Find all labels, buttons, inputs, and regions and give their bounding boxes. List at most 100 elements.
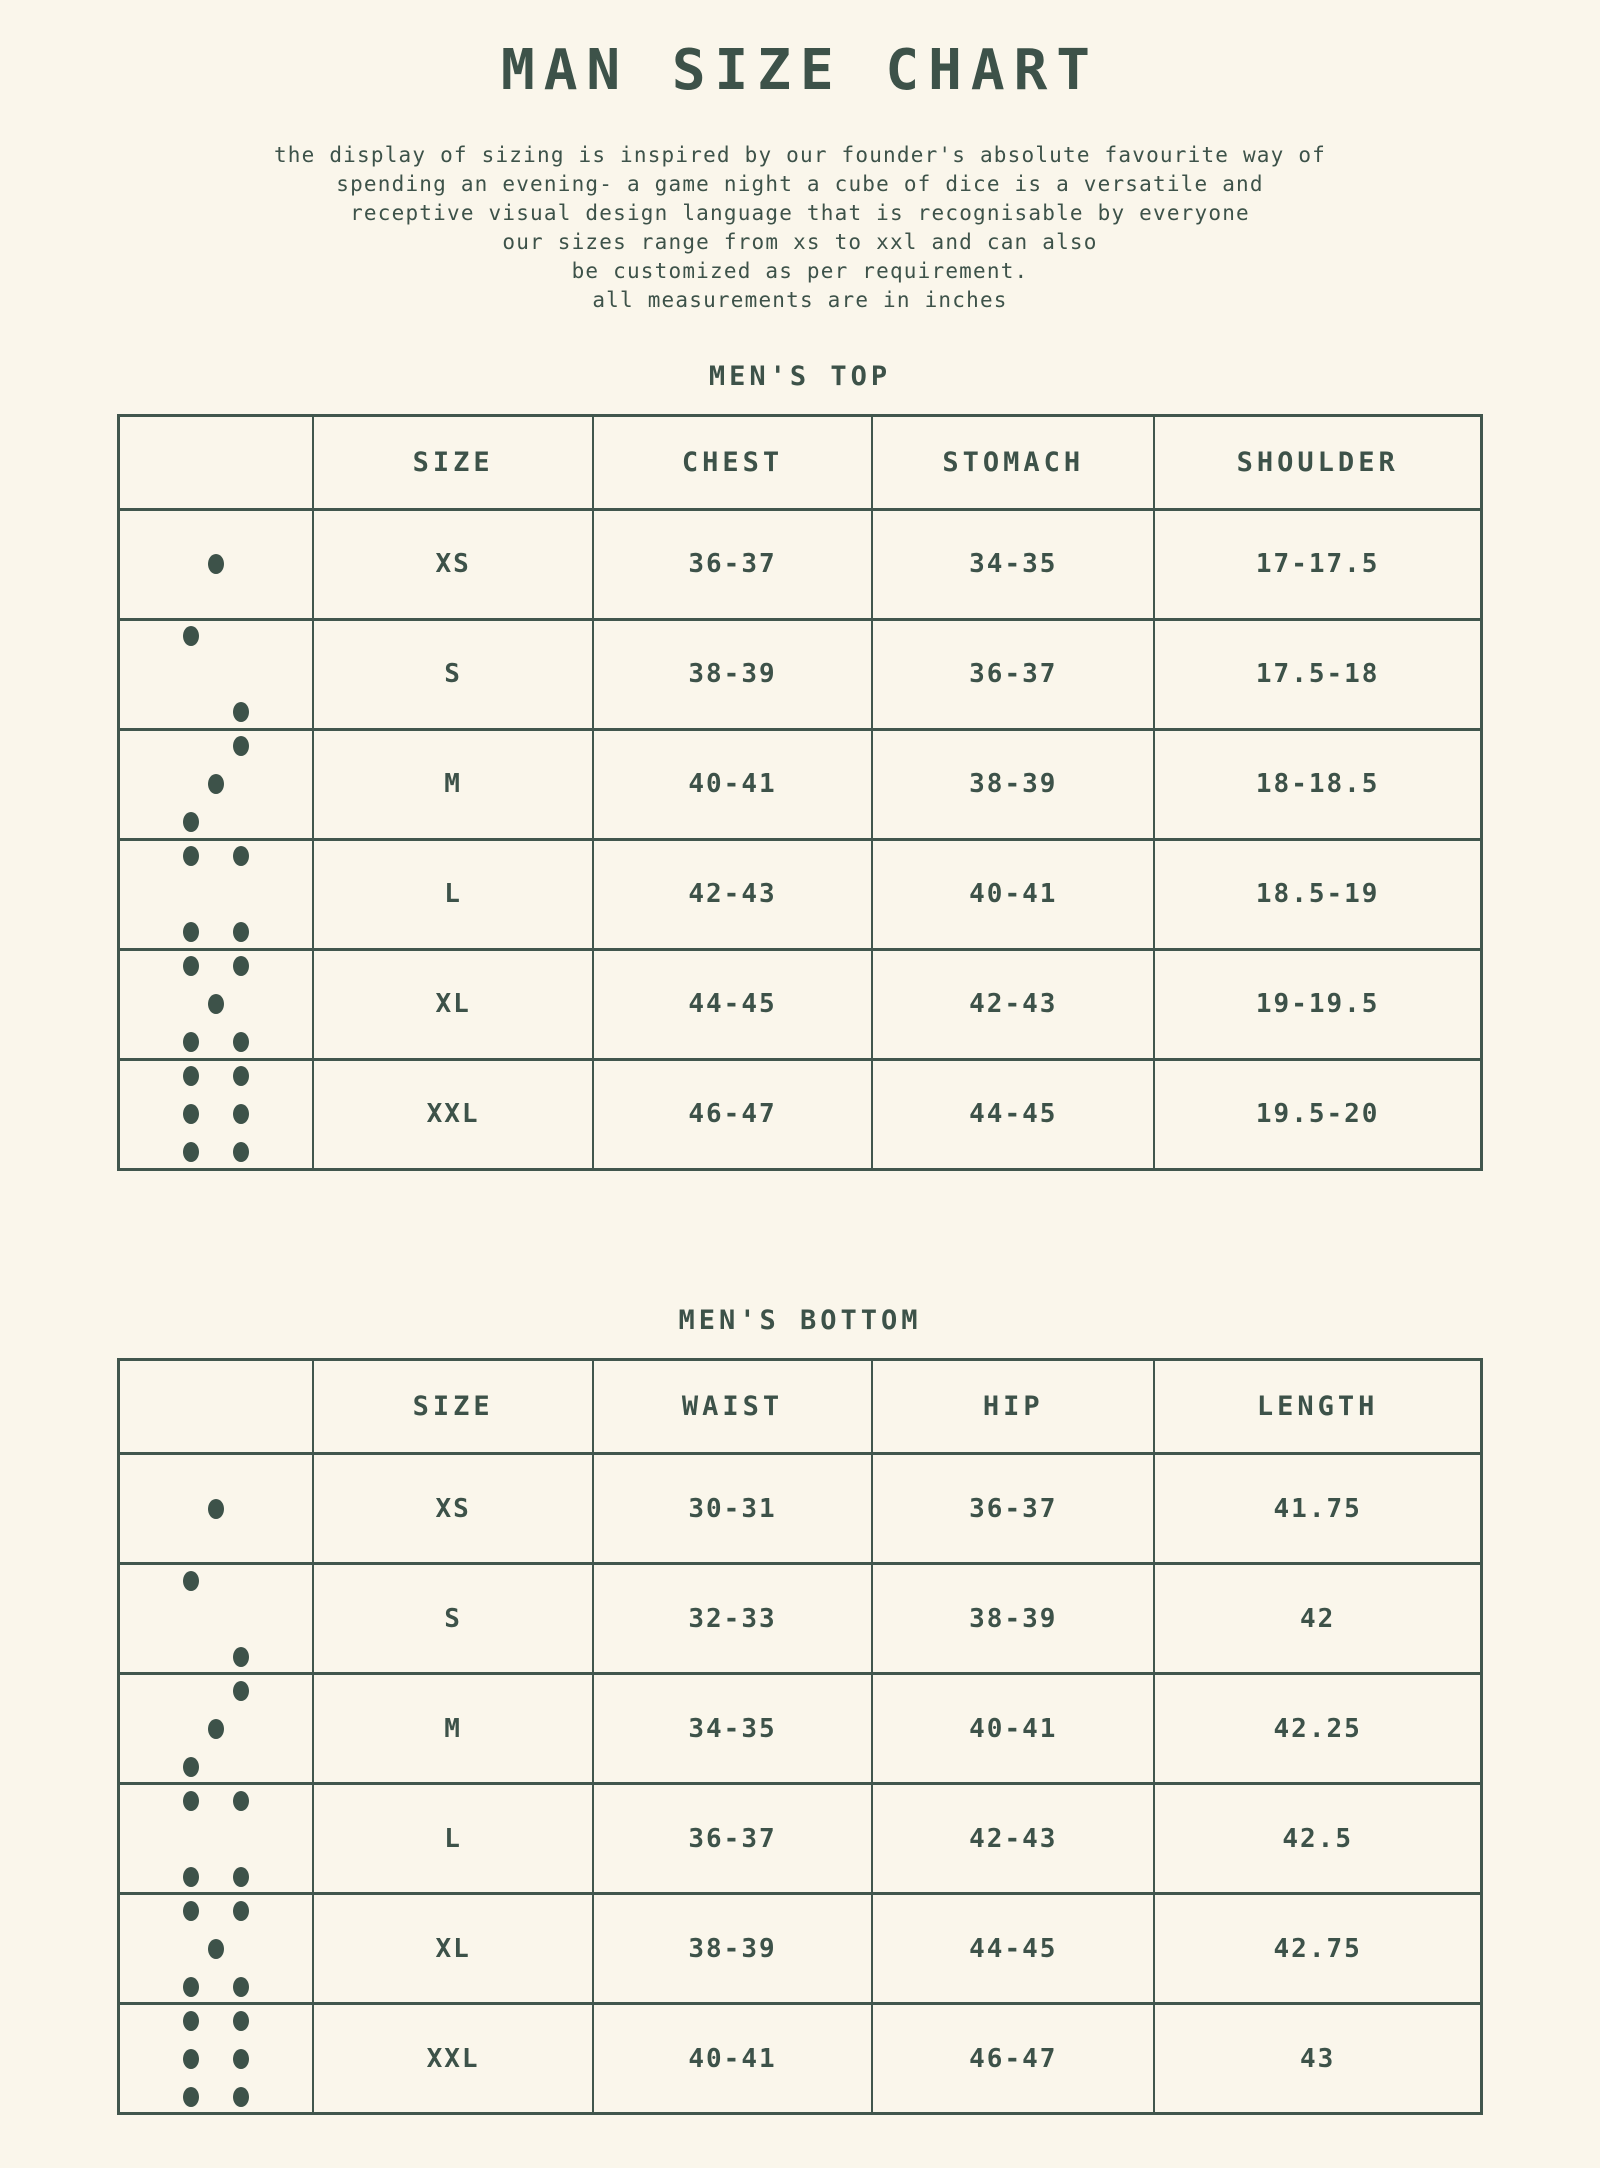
die-1-icon (183, 544, 249, 584)
mens-top-table: SIZE CHEST STOMACH SHOULDER XS 36-37 34-35… (117, 413, 1483, 1171)
size-row-xl: XL 44-45 42-43 19-19.5 (118, 947, 1482, 1060)
mens-top-title: MEN'S TOP (708, 360, 892, 392)
measurement-cell: 44-45 (591, 947, 873, 1060)
measurement-cell: 43 (1153, 2002, 1482, 2114)
mens-bottom-section: MEN'S BOTTOM SIZE WAIST HIP LENGTH XS 30-… (0, 1304, 1600, 2116)
die-pip (183, 956, 200, 977)
header-row: SIZE WAIST HIP LENGTH (119, 1359, 1482, 1454)
measurement-cell: 40-41 (871, 1672, 1155, 1784)
measurement-cell: 32-33 (591, 1562, 873, 1674)
measurement-cell: 36-37 (591, 507, 873, 620)
die-pip (233, 1680, 250, 1701)
measurement-cell: 46-47 (591, 1057, 873, 1170)
die-4-icon (183, 846, 250, 943)
measurement-cell: 36-37 (591, 1782, 873, 1894)
mens-bottom-title: MEN'S BOTTOM (678, 1304, 922, 1336)
die-pip (233, 1104, 250, 1125)
measurement-cell: 34-35 (591, 1672, 873, 1784)
size-row-s: S 32-33 38-39 42 (118, 1562, 1482, 1674)
intro-paragraph: the display of sizing is inspired by our… (0, 141, 1600, 315)
size-column-header: SIZE (312, 1359, 593, 1454)
die-cell (118, 617, 314, 730)
size-column-header: SIZE (312, 415, 593, 510)
size-label-cell: L (312, 1782, 593, 1894)
measurement-cell: 42.25 (1153, 1672, 1482, 1784)
measurement-cell: 38-39 (871, 1562, 1155, 1674)
die-cell (118, 727, 314, 840)
die-cell (118, 1892, 314, 2004)
die-pip (233, 846, 250, 867)
die-pip (183, 922, 200, 943)
die-pip (183, 1104, 200, 1125)
die-cell (118, 1672, 314, 1784)
stomach-column-header: STOMACH (871, 415, 1155, 510)
size-label-cell: M (312, 1672, 593, 1784)
die-cell (118, 837, 314, 950)
measurement-cell: 44-45 (871, 1892, 1155, 2004)
die-pip (233, 2048, 250, 2069)
die-3-icon (183, 1680, 250, 1777)
length-column-header: LENGTH (1153, 1359, 1482, 1454)
measurement-cell: 38-39 (591, 617, 873, 730)
measurement-cell: 38-39 (591, 1892, 873, 2004)
measurement-cell: 42.75 (1153, 1892, 1482, 2004)
die-cell (118, 2002, 314, 2114)
die-pip (183, 1790, 200, 1811)
measurement-cell: 18-18.5 (1153, 727, 1482, 840)
die-pip (208, 1718, 225, 1739)
die-pip (208, 774, 225, 795)
mens-top-section: MEN'S TOP SIZE CHEST STOMACH SHOULDER XS… (0, 361, 1600, 1171)
die-pip (233, 1032, 250, 1053)
mens-top-table-header: SIZE CHEST STOMACH SHOULDER (119, 415, 1482, 510)
die-5-icon (183, 1900, 250, 1997)
intro-line: spending an evening- a game night a cube… (336, 171, 1264, 196)
mens-bottom-table: SIZE WAIST HIP LENGTH XS 30-31 36-37 41.75 S… (117, 1358, 1483, 2116)
size-row-xxl: XXL 46-47 44-45 19.5-20 (118, 1057, 1482, 1170)
size-label-cell: S (312, 1562, 593, 1674)
size-row-m: M 34-35 40-41 42.25 (118, 1672, 1482, 1784)
size-row-l: L 36-37 42-43 42.5 (118, 1782, 1482, 1894)
mens-bottom-table-header: SIZE WAIST HIP LENGTH (119, 1359, 1482, 1454)
die-3-icon (183, 736, 250, 833)
die-pip (233, 1646, 250, 1667)
die-pip (233, 702, 250, 723)
die-cell (118, 1452, 314, 1564)
measurement-cell: 36-37 (871, 1452, 1155, 1564)
size-label-cell: M (312, 727, 593, 840)
size-label-cell: XXL (312, 1057, 593, 1170)
die-pip (233, 1976, 250, 1997)
size-label-cell: S (312, 617, 593, 730)
intro-line: all measurements are in inches (592, 287, 1008, 312)
die-2-icon (183, 1570, 250, 1667)
measurement-cell: 38-39 (871, 727, 1155, 840)
measurement-cell: 42 (1153, 1562, 1482, 1674)
die-pip (233, 2086, 250, 2107)
die-pip (183, 846, 200, 867)
die-pip (233, 1790, 250, 1811)
die-pip (233, 2010, 250, 2031)
die-pip (208, 1938, 225, 1959)
intro-line: our sizes range from xs to xxl and can a… (502, 229, 1098, 254)
measurement-cell: 40-41 (591, 2002, 873, 2114)
die-pip (183, 1066, 200, 1087)
measurement-cell: 40-41 (871, 837, 1155, 950)
die-pip (183, 1976, 200, 1997)
measurement-cell: 41.75 (1153, 1452, 1482, 1564)
measurement-cell: 42-43 (871, 1782, 1155, 1894)
die-pip (183, 1570, 200, 1591)
waist-column-header: WAIST (591, 1359, 873, 1454)
measurement-cell: 17.5-18 (1153, 617, 1482, 730)
die-pip (183, 2048, 200, 2069)
size-row-xs: XS 36-37 34-35 17-17.5 (118, 507, 1482, 620)
size-row-s: S 38-39 36-37 17.5-18 (118, 617, 1482, 730)
measurement-cell: 30-31 (591, 1452, 873, 1564)
die-pip (233, 922, 250, 943)
die-cell (118, 1562, 314, 1674)
chest-column-header: CHEST (591, 415, 873, 510)
die-pip (183, 1756, 200, 1777)
die-pip (233, 1142, 250, 1163)
measurement-cell: 36-37 (871, 617, 1155, 730)
measurement-cell: 19-19.5 (1153, 947, 1482, 1060)
measurement-cell: 34-35 (871, 507, 1155, 620)
